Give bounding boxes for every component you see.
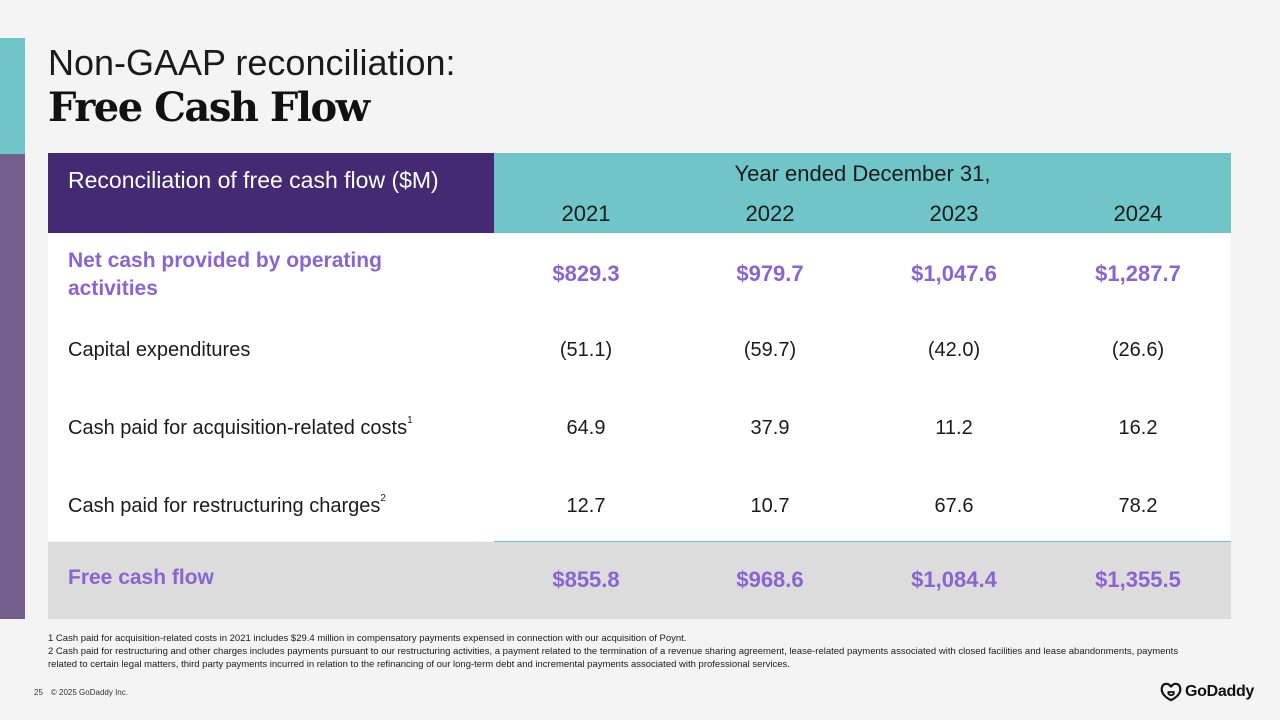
footnote-marker: 1 bbox=[407, 415, 413, 426]
table-header-label-cell: Reconciliation of free cash flow ($M) bbox=[48, 153, 494, 233]
table-cell: $1,047.6 bbox=[911, 261, 997, 286]
table-cell: 67.6 bbox=[934, 495, 974, 517]
table-row-restructuring: Cash paid for restructuring charges2 12.… bbox=[48, 493, 1231, 525]
row-label-text: Cash paid for restructuring charges bbox=[68, 495, 381, 517]
table-row-operating-cash: Net cash provided by operating activitie… bbox=[48, 247, 1231, 303]
table-cell: $1,287.7 bbox=[1095, 261, 1181, 286]
row-label: Cash paid for restructuring charges2 bbox=[68, 493, 386, 518]
copyright: © 2025 GoDaddy Inc. bbox=[50, 688, 128, 697]
table-cell: 12.7 bbox=[566, 495, 606, 517]
row-label: Net cash provided by operating activitie… bbox=[68, 249, 382, 300]
slide-title-line2: Free Cash Flow bbox=[48, 84, 370, 131]
year-header-2024: 2024 bbox=[1113, 201, 1163, 226]
slide-title-line1: Non-GAAP reconciliation: bbox=[48, 42, 456, 83]
table-cell: 37.9 bbox=[750, 417, 790, 439]
year-header-2022: 2022 bbox=[745, 201, 795, 226]
fcf-reconciliation-table: Reconciliation of free cash flow ($M) Ye… bbox=[48, 153, 1231, 619]
total-cell: $1,084.4 bbox=[911, 567, 997, 592]
row-label: Cash paid for acquisition-related costs1 bbox=[68, 415, 413, 440]
table-cell: $829.3 bbox=[552, 261, 620, 286]
table-row-free-cash-flow: Free cash flow $855.8 $968.6 $1,084.4 $1… bbox=[48, 542, 1231, 619]
table-cell: 64.9 bbox=[566, 417, 606, 439]
godaddy-logo: GoDaddy bbox=[1160, 681, 1254, 703]
table-cell: (51.1) bbox=[559, 339, 613, 361]
table-row-acquisition-costs: Cash paid for acquisition-related costs1… bbox=[48, 415, 1231, 447]
table-cell: 11.2 bbox=[935, 417, 973, 439]
footnotes: 1 Cash paid for acquisition-related cost… bbox=[48, 632, 1208, 671]
table-divider bbox=[494, 541, 1231, 542]
page-number: 25 bbox=[34, 688, 43, 697]
table-row-capex: Capital expenditures (51.1) (59.7) (42.0… bbox=[48, 339, 1231, 369]
footnote-marker: 2 bbox=[380, 493, 386, 504]
footnote-2: 2 Cash paid for restructuring and other … bbox=[48, 646, 1179, 670]
accent-bar-purple bbox=[0, 154, 25, 619]
total-cell: $1,355.5 bbox=[1095, 567, 1181, 592]
table-cell: 16.2 bbox=[1118, 417, 1158, 439]
logo-text: GoDaddy bbox=[1185, 683, 1255, 700]
table-cell: $979.7 bbox=[736, 261, 804, 286]
accent-bar-teal bbox=[0, 38, 25, 154]
row-label: Capital expenditures bbox=[68, 339, 251, 361]
slide-footer: 25 © 2025 GoDaddy Inc. bbox=[34, 688, 136, 697]
year-header-2021: 2021 bbox=[561, 201, 611, 226]
period-label: Year ended December 31, bbox=[734, 161, 991, 186]
table-cell: 78.2 bbox=[1118, 495, 1158, 517]
godaddy-logo-icon bbox=[1160, 682, 1182, 702]
table-cell: 10.7 bbox=[750, 495, 790, 517]
row-label-text: Cash paid for acquisition-related costs bbox=[68, 417, 408, 439]
year-header-2023: 2023 bbox=[929, 201, 979, 226]
table-body: Net cash provided by operating activitie… bbox=[48, 233, 1231, 541]
total-cell: $855.8 bbox=[552, 567, 620, 592]
table-header-years-cell: Year ended December 31, 2021 2022 2023 2… bbox=[494, 153, 1231, 233]
table-header-label: Reconciliation of free cash flow ($M) bbox=[68, 167, 439, 193]
table-cell: (26.6) bbox=[1111, 339, 1165, 361]
total-row-label: Free cash flow bbox=[68, 566, 214, 589]
footnote-1: 1 Cash paid for acquisition-related cost… bbox=[48, 633, 687, 644]
table-cell: (59.7) bbox=[743, 339, 797, 361]
total-cell: $968.6 bbox=[736, 567, 804, 592]
table-cell: (42.0) bbox=[927, 339, 981, 361]
